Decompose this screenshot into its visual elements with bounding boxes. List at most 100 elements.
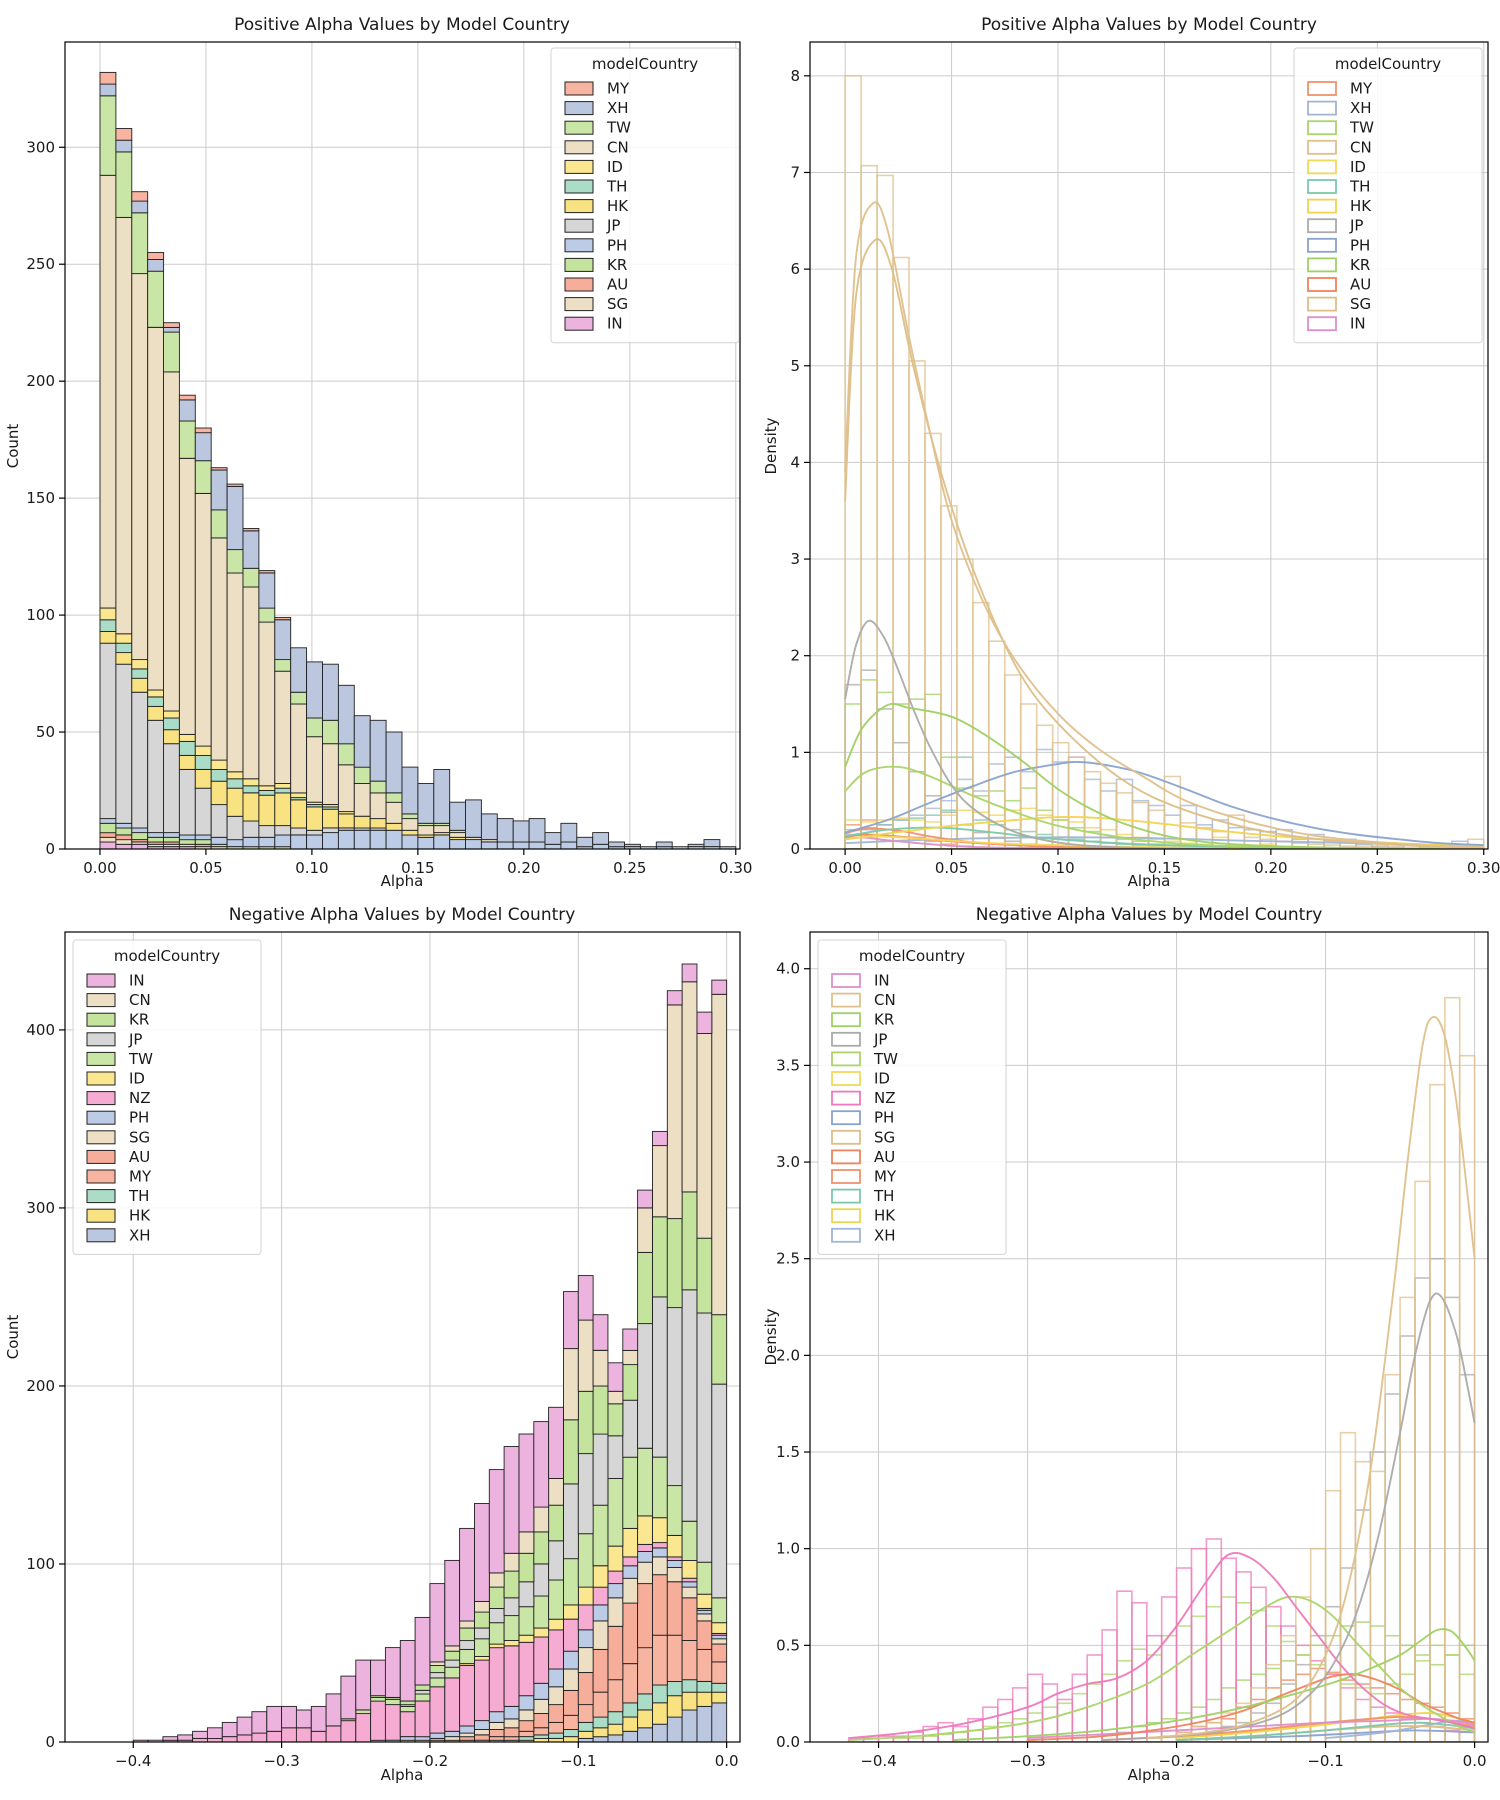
bar-segment-XH [385,731,403,794]
bar-segment-PH [210,836,228,845]
bar-segment-JP [488,1608,505,1624]
bar-segment-HK [226,787,244,817]
bar-segment-NZ [414,1700,431,1738]
bar-segment-MY [226,483,244,487]
legend-box [550,47,740,344]
axis-ticks: 0.00 0.05 0.10 0.15 0.20 0.25 0.30 0 1 2 3 4 5 6 7 8 [790,67,1500,877]
x-tick-label: 0.15 [401,859,434,877]
bar-segment-IN [711,979,728,995]
bar-segment-MY [518,1730,535,1738]
bar-segment-TH [258,790,276,796]
y-tick-label: 200 [26,372,55,390]
bar-segment-ID [607,1545,624,1572]
x-tick-label: −0.2 [412,1752,448,1770]
legend-label-AU: AU [874,1148,895,1166]
bar-segment-AU [607,1625,624,1681]
bar-segment-TW [369,780,387,794]
bar-segment-PH [592,843,610,849]
bar-segment-ID [194,745,212,756]
bar-segment-IN [251,1711,268,1734]
bar-segment-PH [488,1711,505,1723]
bar-segment-KR [711,1314,728,1385]
bar-segment-MY [696,1648,713,1682]
legend-patch-XH [564,101,594,116]
bar-segment-JP [99,642,117,820]
bar-segment-XH [528,818,546,843]
bar-segment-IN [310,1705,327,1732]
bar-segment-MY [592,1691,609,1718]
legend-patch-NZ [831,1090,861,1106]
bar-segment-CN [258,621,276,787]
bar-segment-IN [355,1659,372,1711]
y-tick-label: 400 [26,1021,55,1039]
legend-box [1293,47,1483,344]
bar-segment-TH [563,1729,579,1738]
bar-segment-KR [178,839,196,845]
bar-segment-CN [518,1531,535,1554]
bar-segment-HK [163,729,180,745]
y-tick-label: 200 [26,1377,55,1395]
bar-segment-NZ [370,1700,386,1741]
x-tick-label: 0.20 [1254,859,1287,877]
legend-label-TH: TH [606,178,627,196]
x-tick-label: 0.00 [83,859,116,877]
bar-segment-IN [206,1727,223,1739]
bar-segment-TW [163,331,180,373]
bar-segment-MY [115,128,133,141]
bar-segment-ID [274,783,292,789]
bar-segment-HK [131,677,149,693]
bar-segment-PH [226,839,244,848]
bar-segment-PH [401,834,419,849]
bar-segment-PH [548,1668,564,1688]
bar-segment-XH [163,326,180,333]
bar-segment-CN [322,743,339,805]
bar-segment-PH [194,834,212,841]
bar-segment-PH [369,829,387,849]
bar-segment-NZ [459,1665,475,1727]
kde-curve-JP [844,619,1229,849]
bar-segment-PH [444,1730,461,1738]
legend-title: modelCountry [1335,55,1441,73]
bar-segment-MY [178,394,196,401]
bar-segment-JP [444,1659,461,1668]
hist-outline-NZ [1265,1605,1282,1742]
bar-segment-KR [563,1419,579,1485]
legend-patch-AU [86,1149,116,1164]
bar-segment-XH [576,836,594,848]
bar-segment-NZ [399,1711,416,1738]
bar-segment-IN [115,843,133,849]
bar-segment-XH [622,1730,639,1742]
legend-patch-KR [1307,257,1337,273]
bar-segment-PH [414,1736,431,1741]
bar-segment-IN [652,1130,668,1147]
hist-outline-TW [967,1729,984,1742]
bar-segment-TW [399,1705,416,1713]
bar-segment-XH [290,647,308,693]
y-tick-label: 0 [45,840,55,858]
bar-segment-AU [652,1574,668,1636]
chart-title: Positive Alpha Values by Model Country [981,15,1317,35]
bar-segment-PH [465,839,482,849]
legend-patch-SG [564,297,594,312]
bar-segment-CN [696,1033,713,1239]
hist-outline-NZ [1175,1567,1193,1742]
bar-segment-TH [533,1734,550,1739]
hist-outline-CN [876,174,894,849]
bar-segment-PH [563,1650,579,1670]
bar-segment-AU [563,1689,579,1716]
hist-outline-JP [1339,1567,1357,1742]
hist-outline-HK [892,817,910,849]
bar-segment-JP [242,820,260,838]
hist-outline-NZ [1458,1731,1476,1742]
bar-segment-JP [681,1289,698,1522]
legend-title: modelCountry [859,947,965,965]
bar-segment-PH [652,1547,668,1558]
legend-label-HK: HK [129,1207,151,1225]
bar-segment-PH [178,834,196,841]
bar-segment-MY [503,1736,520,1741]
plot-area: 0.00 0.05 0.10 0.15 0.20 0.25 0.30 0 50 100 150 200… [26,41,752,877]
y-tick-label: 100 [26,1555,55,1573]
bar-segment-PH [474,1720,490,1730]
bar-segment-CN [115,216,133,635]
bar-segment-JP [696,1312,713,1563]
